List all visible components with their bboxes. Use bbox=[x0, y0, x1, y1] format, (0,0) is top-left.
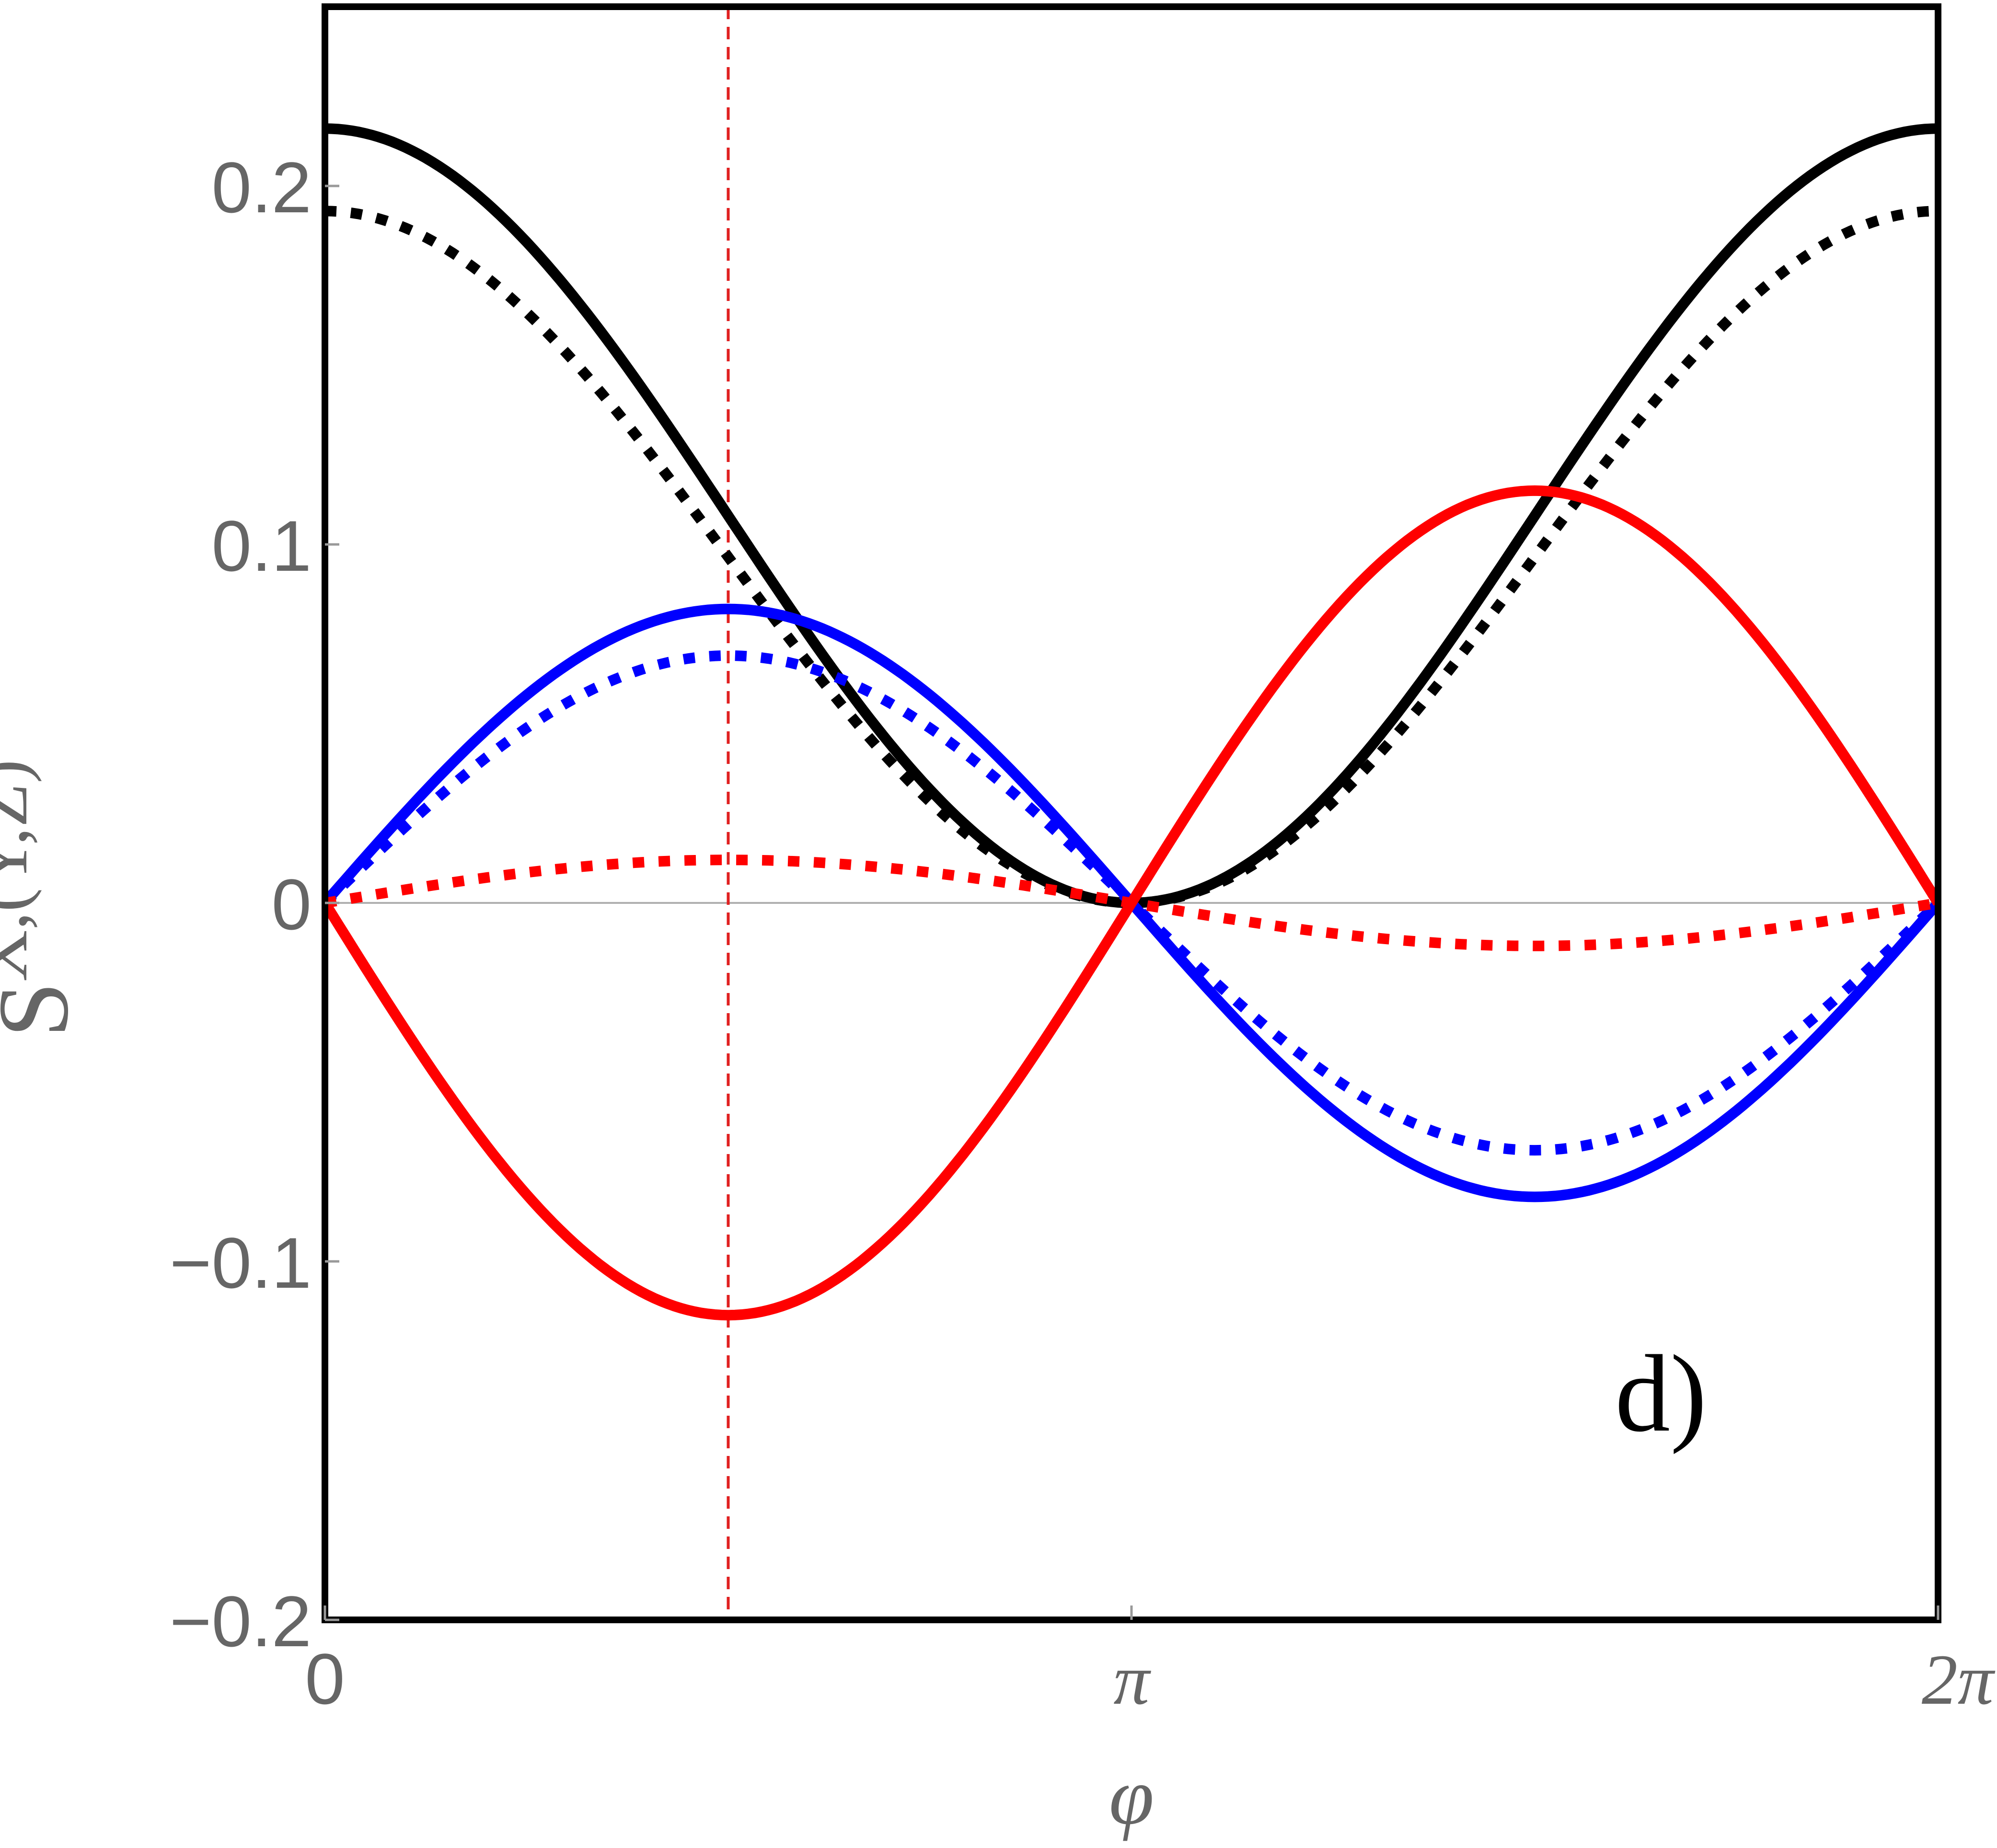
series-line-4-dotted bbox=[325, 650, 1938, 1156]
y-tick-label: 0 bbox=[272, 864, 312, 945]
x-tick-label: π bbox=[1113, 1640, 1151, 1720]
x-tick-label: 0 bbox=[305, 1639, 345, 1719]
y-axis-label-base: S bbox=[0, 982, 89, 1038]
series-line-6-dotted bbox=[325, 855, 1938, 951]
panel-label: d) bbox=[1615, 1332, 1707, 1455]
y-tick-label: −0.1 bbox=[170, 1223, 312, 1303]
y-axis-label-superscript: X,(Y,Z) bbox=[0, 760, 42, 982]
x-tick-label: 2π bbox=[1922, 1640, 1996, 1720]
y-axis-label: SX,(Y,Z) bbox=[0, 760, 89, 1038]
y-tick-label: −0.2 bbox=[170, 1581, 312, 1662]
x-axis-label: φ bbox=[1109, 1751, 1154, 1841]
y-tick-label: 0.2 bbox=[211, 147, 312, 228]
y-tick-label: 0.1 bbox=[211, 506, 312, 586]
